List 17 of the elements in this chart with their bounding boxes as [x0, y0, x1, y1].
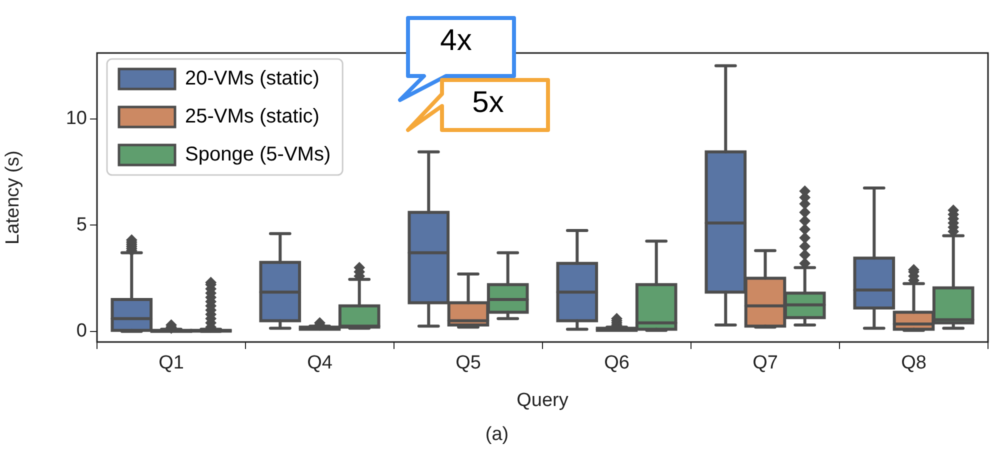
x-tick-label: Q5: [456, 352, 481, 374]
text: (a): [485, 424, 509, 446]
annotation: 5x: [471, 86, 505, 120]
x-tick-label: Q1: [158, 352, 184, 374]
x-tick-label: Q6: [604, 352, 630, 374]
y-axis-title: Latency (s): [2, 150, 24, 244]
x-tick-label: Q8: [901, 352, 926, 374]
x-axis-title: Query: [516, 390, 569, 411]
legend-label: 20-VMs (static): [185, 68, 320, 90]
annotation: 4x: [439, 24, 473, 58]
x-tick-label: Q4: [307, 352, 333, 374]
x-tick-label: Q7: [752, 352, 778, 374]
y-tick-label: 0: [76, 320, 87, 342]
legend-label: Sponge (5-VMs): [185, 144, 331, 166]
y-tick-label: 10: [66, 108, 87, 130]
y-tick-label: 5: [76, 214, 87, 236]
legend-label: 25-VMs (static): [185, 106, 320, 128]
